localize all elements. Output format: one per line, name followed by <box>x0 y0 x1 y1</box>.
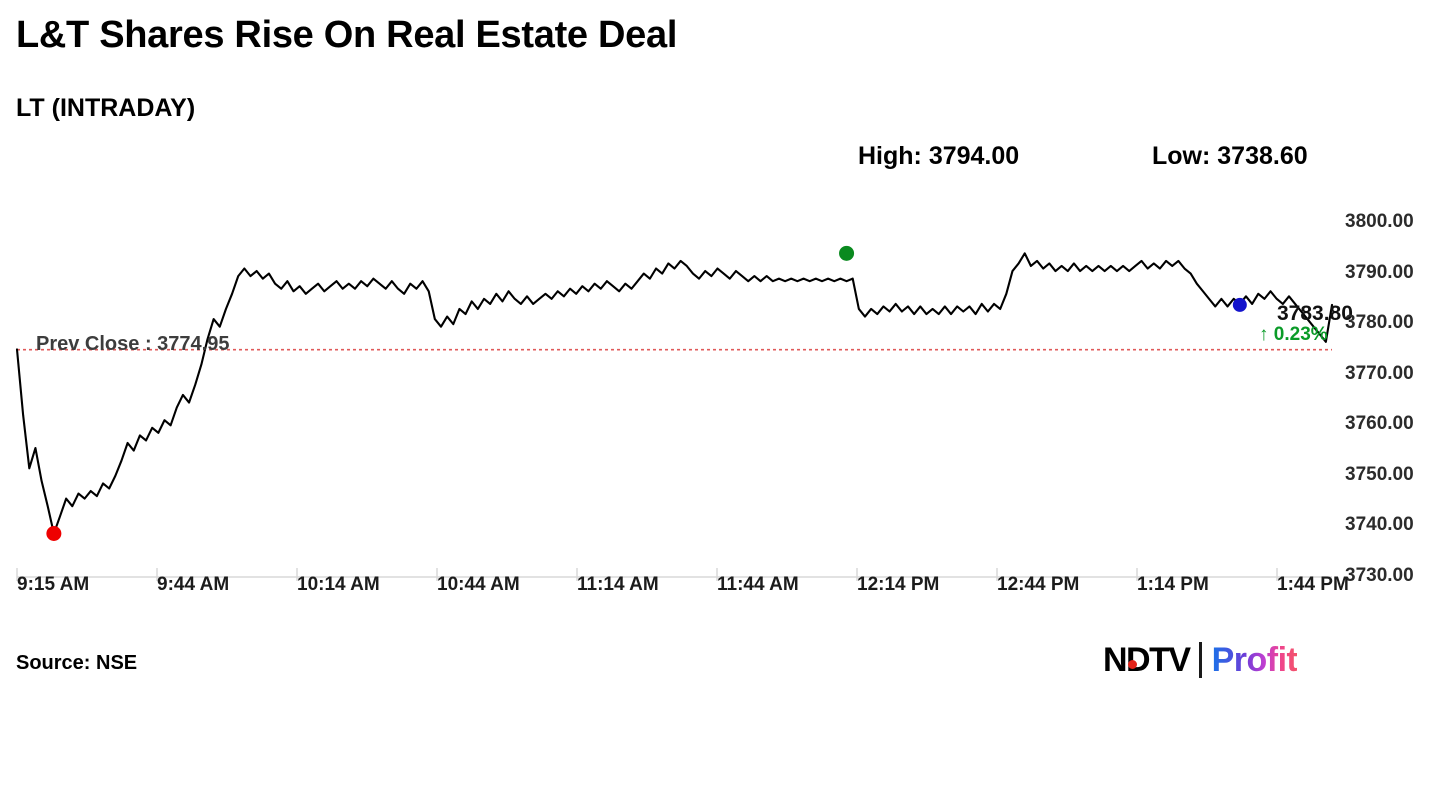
x-axis-tick-label: 11:44 AM <box>717 574 799 595</box>
profit-wordmark: Profit <box>1211 640 1298 679</box>
x-axis-tick-label: 12:14 PM <box>857 574 940 595</box>
high-stat: High: 3794.00 <box>858 142 1020 170</box>
logo-divider <box>1198 642 1202 678</box>
chart-plot-area <box>0 195 1440 595</box>
y-axis-tick-label: 3800.00 <box>1345 211 1414 232</box>
x-axis-tick-label: 1:44 PM <box>1277 574 1349 595</box>
y-axis-tick-label: 3770.00 <box>1345 362 1414 384</box>
y-axis-tick-label: 3760.00 <box>1345 413 1414 435</box>
instrument-subtitle: LT (INTRADAY) <box>16 94 196 122</box>
x-axis-tick-label: 9:15 AM <box>17 574 90 595</box>
last-price-label: 3783.80 <box>1277 302 1353 325</box>
x-axis-tick-label: 1:14 PM <box>1137 574 1209 595</box>
y-axis-tick-label: 3740.00 <box>1345 514 1414 536</box>
low-stat: Low: 3738.60 <box>1152 142 1308 170</box>
ndtv-red-dot-icon <box>1128 659 1137 669</box>
prev-close-label: Prev Close : 3774.95 <box>36 333 230 355</box>
ndtv-profit-logo: NDTV Profit <box>1103 638 1298 682</box>
last-change-label: ↑ 0.23% <box>1259 324 1328 345</box>
source-label: Source: NSE <box>16 652 138 674</box>
y-axis-tick-label: 3730.00 <box>1345 565 1414 586</box>
x-axis-tick-label: 10:14 AM <box>297 574 380 595</box>
ndtv-text: NDTV <box>1103 640 1191 679</box>
y-axis-tick-label: 3750.00 <box>1345 463 1414 485</box>
price-line-chart <box>15 245 1334 581</box>
x-axis-tick-label: 12:44 PM <box>997 574 1080 595</box>
ndtv-wordmark: NDTV <box>1103 640 1191 680</box>
y-axis-tick-label: 3790.00 <box>1345 261 1414 283</box>
x-axis-tick-label: 11:14 AM <box>577 574 659 595</box>
y-axis-tick-label: 3780.00 <box>1345 312 1414 334</box>
x-axis-tick-label: 10:44 AM <box>437 574 520 595</box>
page-title: L&T Shares Rise On Real Estate Deal <box>16 14 678 56</box>
x-axis-tick-label: 9:44 AM <box>157 574 230 595</box>
